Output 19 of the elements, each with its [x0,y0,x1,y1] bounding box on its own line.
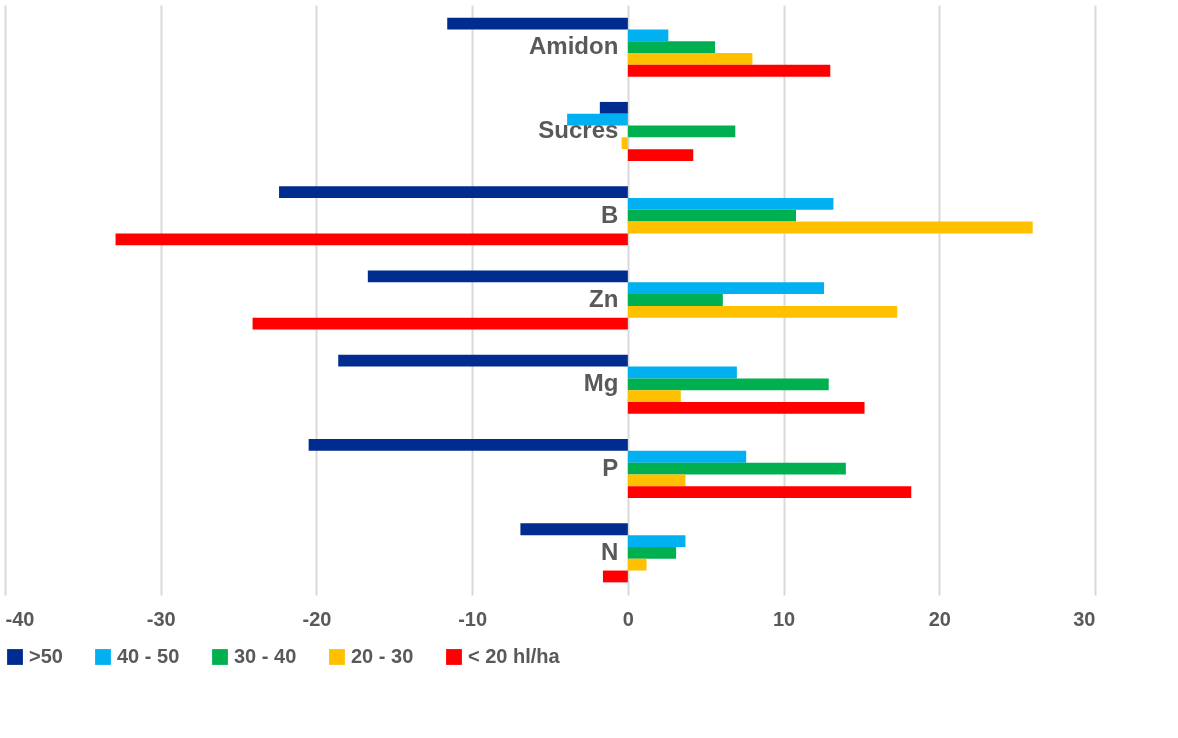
legend-label: >50 [29,645,63,667]
y-tick-label: Amidon [529,32,619,60]
legend-label: 30 - 40 [234,645,297,667]
x-tick-label: -40 [5,607,35,630]
legend-label: 20 - 30 [351,645,414,667]
x-tick-label: -20 [302,607,332,630]
y-tick-label: Mg [583,369,619,397]
y-tick-label: B [601,200,619,228]
x-tick-label: -10 [458,607,488,630]
y-tick-label: N [601,537,619,565]
x-tick-label: -30 [146,607,176,630]
legend-label: 40 - 50 [117,645,180,667]
x-tick-label: 0 [622,607,634,630]
x-tick-label: 10 [772,607,796,630]
x-tick-label: 20 [928,607,951,630]
y-tick-label: Zn [589,285,619,312]
y-tick-label: P [602,453,619,481]
x-tick-label: 30 [1073,607,1096,630]
legend-label: < 20 hl/ha [468,645,561,667]
